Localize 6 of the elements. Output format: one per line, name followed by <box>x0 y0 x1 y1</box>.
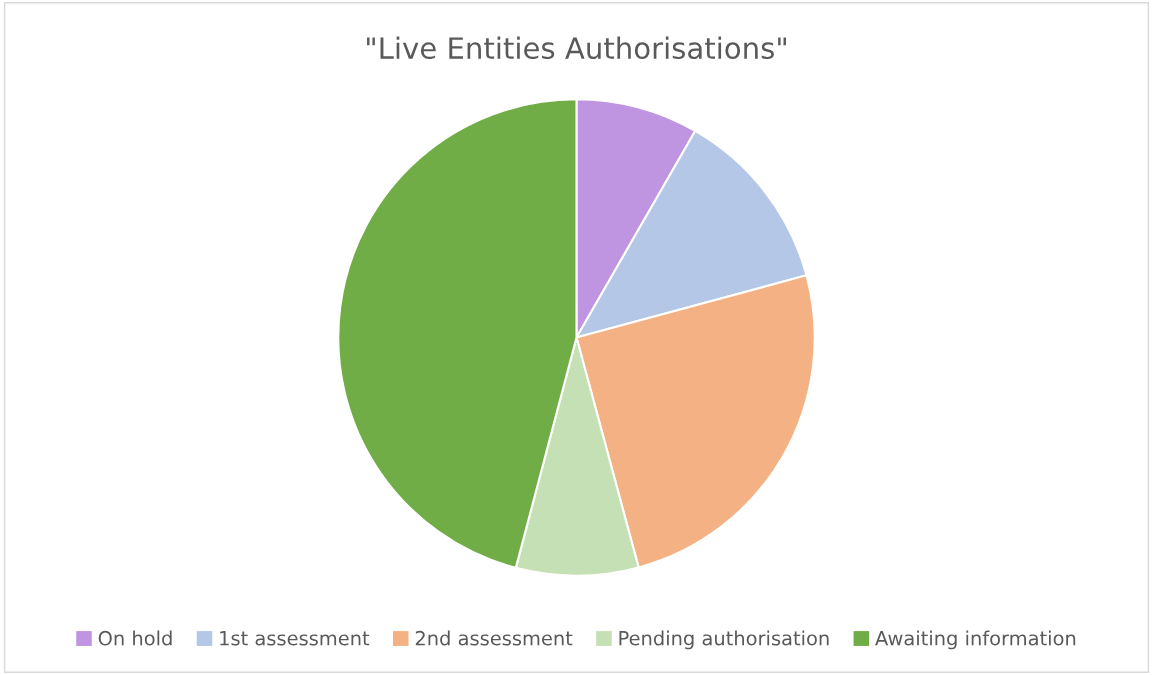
legend-label: 1st assessment <box>220 631 370 646</box>
legend-label: Pending authorisation <box>619 630 829 650</box>
chart-title: "Live Entities Authorisations" <box>367 36 786 60</box>
legend-label: Awaiting information <box>875 630 1076 650</box>
legend-label: 2nd assessment <box>415 630 573 646</box>
legend-label: On hold <box>98 630 172 646</box>
